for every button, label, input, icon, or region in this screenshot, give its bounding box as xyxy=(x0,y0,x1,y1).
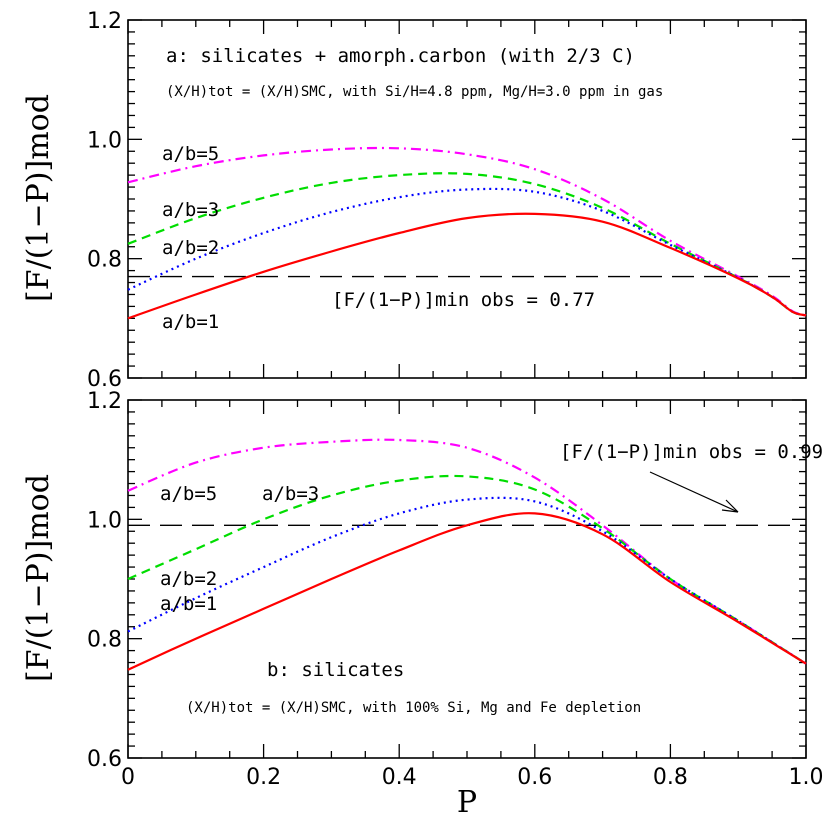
y-tick-label: 1.0 xyxy=(87,128,122,153)
x-tick-label: 0 xyxy=(121,765,135,790)
panel-a-title: a: silicates + amorph.carbon (with 2/3 C… xyxy=(166,45,635,67)
x-axis-label: P xyxy=(457,785,477,820)
panel-a-frame xyxy=(127,19,807,379)
panel-a-subtitle: (X/H)tot = (X/H)SMC, with Si/H=4.8 ppm, … xyxy=(166,84,663,100)
panel-a-label-ab3: a/b=3 xyxy=(162,199,219,221)
series-line xyxy=(127,438,807,665)
panel-a-ylabel: [F/(1−P)]mod xyxy=(21,94,56,302)
x-tick-label: 0.4 xyxy=(382,765,417,790)
y-tick-label: 0.8 xyxy=(87,628,122,653)
series-line xyxy=(127,512,807,671)
panel-b-ylabel: [F/(1−P)]mod xyxy=(21,474,56,682)
panel-b-label-ab2: a/b=2 xyxy=(160,568,217,590)
series-line xyxy=(127,496,807,665)
panel-b-subtitle: (X/H)tot = (X/H)SMC, with 100% Si, Mg an… xyxy=(186,700,641,716)
series-line xyxy=(127,146,807,317)
panel-a-ref-label: [F/(1−P)]min obs = 0.77 xyxy=(332,289,595,311)
x-tick-label: 0.8 xyxy=(653,765,688,790)
x-tick-label: 0.2 xyxy=(246,765,281,790)
x-tick-label: 0.6 xyxy=(517,765,552,790)
panel-b-label-ab5: a/b=5 xyxy=(160,483,217,505)
y-tick-label: 0.8 xyxy=(87,248,122,273)
panel-b-label-ab1: a/b=1 xyxy=(160,593,217,615)
panel-b: 0.6 0.8 1.0 1.2 0 0.2 0.4 0.6 0.8 1.0 a/b=5 a/b=… xyxy=(21,389,824,820)
series-line xyxy=(127,212,807,320)
y-tick-label: 0.6 xyxy=(87,747,122,772)
y-tick-label: 1.0 xyxy=(87,508,122,533)
x-tick-label: 1.0 xyxy=(789,765,824,790)
panel-a-label-ab1: a/b=1 xyxy=(162,311,219,333)
series-line xyxy=(127,474,807,665)
panel-a-label-ab2: a/b=2 xyxy=(162,237,219,259)
panel-b-ref-arrow xyxy=(649,471,739,513)
panel-b-arrow-head-icon xyxy=(721,499,739,513)
panel-b-ref-label: [F/(1−P)]min obs = 0.99 xyxy=(560,441,823,463)
panel-b-label-ab3: a/b=3 xyxy=(262,483,319,505)
panel-b-title: b: silicates xyxy=(267,659,404,681)
y-tick-label: 0.6 xyxy=(87,367,122,392)
panel-a-label-ab5: a/b=5 xyxy=(162,143,219,165)
y-tick-label: 1.2 xyxy=(87,389,122,414)
panel-a: 0.6 0.8 1.0 1.2 a: silicates + amorph.carbo… xyxy=(21,9,807,392)
y-tick-label: 1.2 xyxy=(87,9,122,34)
